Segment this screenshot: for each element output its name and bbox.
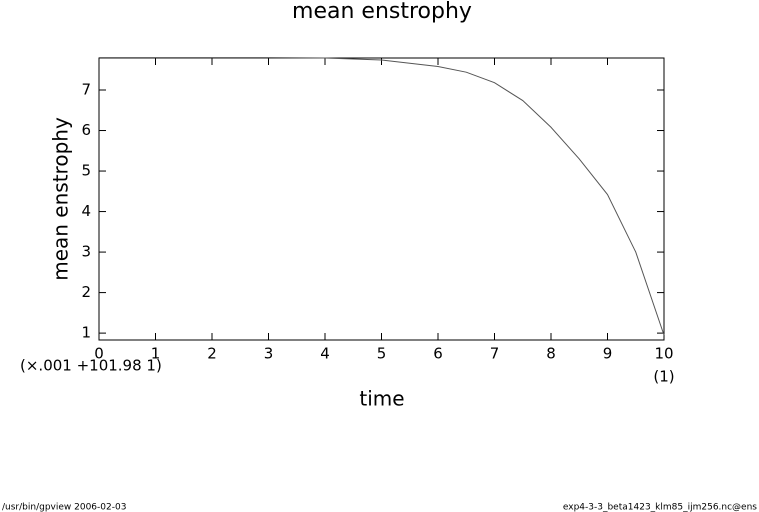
y-scale-note: (×.001 +101.98 1) [20, 357, 162, 375]
footer-left: /usr/bin/gpview 2006-02-03 [2, 503, 126, 512]
plot-frame [98, 57, 665, 341]
x-tick-label: 4 [320, 345, 330, 363]
data-line [99, 57, 665, 336]
x-axis-label: time [359, 387, 404, 411]
footer-right: exp4-3-3_beta1423_klm85_ijm256.nc@ens [563, 503, 757, 512]
x-tick-label: 10 [654, 345, 673, 363]
chart-title: mean enstrophy [292, 0, 472, 24]
x-tick-label: 6 [433, 345, 443, 363]
y-tick-label: 6 [81, 121, 91, 139]
x-tick-label: 9 [603, 345, 613, 363]
y-tick-label: 2 [81, 283, 91, 301]
y-tick-label: 3 [81, 243, 91, 261]
x-tick-label: 2 [207, 345, 217, 363]
x-tick-label: 7 [490, 345, 500, 363]
y-tick-label: 5 [81, 162, 91, 180]
x-tick-label: 5 [377, 345, 387, 363]
y-tick-label: 7 [81, 81, 91, 99]
x-tick-label: 8 [546, 345, 556, 363]
x-tick-label: 3 [264, 345, 274, 363]
y-tick-label: 1 [81, 324, 91, 342]
y-axis-label: mean enstrophy [49, 117, 73, 281]
x-unit-note: (1) [653, 368, 674, 386]
x-tick-label: 1 [151, 345, 161, 363]
y-tick-label: 4 [81, 202, 91, 220]
x-tick-label: 0 [94, 345, 104, 363]
